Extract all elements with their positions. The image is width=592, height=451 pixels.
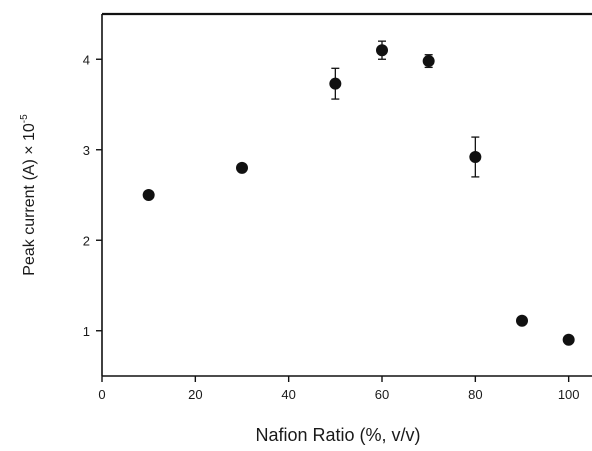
y-axis-title-group: Peak current (A) × 10-5 <box>19 114 38 276</box>
y-axis-title-exponent: -5 <box>19 114 30 123</box>
y-tick-label: 3 <box>83 143 90 158</box>
y-axis-title: Peak current (A) × 10-5 <box>19 114 38 276</box>
x-axis-title: Nafion Ratio (%, v/v) <box>255 425 420 445</box>
data-point <box>562 333 575 346</box>
x-tick-label: 100 <box>558 387 580 402</box>
data-point <box>142 189 155 201</box>
data-point <box>516 314 528 327</box>
data-point <box>469 150 482 163</box>
data-point <box>236 161 248 174</box>
x-tick-label: 0 <box>98 387 105 402</box>
y-tick-label: 1 <box>83 324 90 339</box>
axes: 0 20 40 60 80 100 1 2 3 4 <box>83 12 592 402</box>
data-point <box>329 77 342 90</box>
data-point <box>376 44 388 57</box>
x-tick-label: 60 <box>375 387 389 402</box>
axis-labels: Nafion Ratio (%, v/v) Peak current (A) ×… <box>19 114 421 445</box>
x-tick-label: 40 <box>281 387 295 402</box>
x-tick-label: 20 <box>188 387 202 402</box>
x-tick-label: 80 <box>468 387 482 402</box>
error-bars <box>331 40 480 178</box>
y-tick-label: 2 <box>83 233 90 248</box>
data-points <box>142 44 575 346</box>
y-tick-label: 4 <box>83 52 90 67</box>
data-point <box>422 55 435 68</box>
y-axis-title-main: Peak current (A) × 10 <box>21 123 38 276</box>
